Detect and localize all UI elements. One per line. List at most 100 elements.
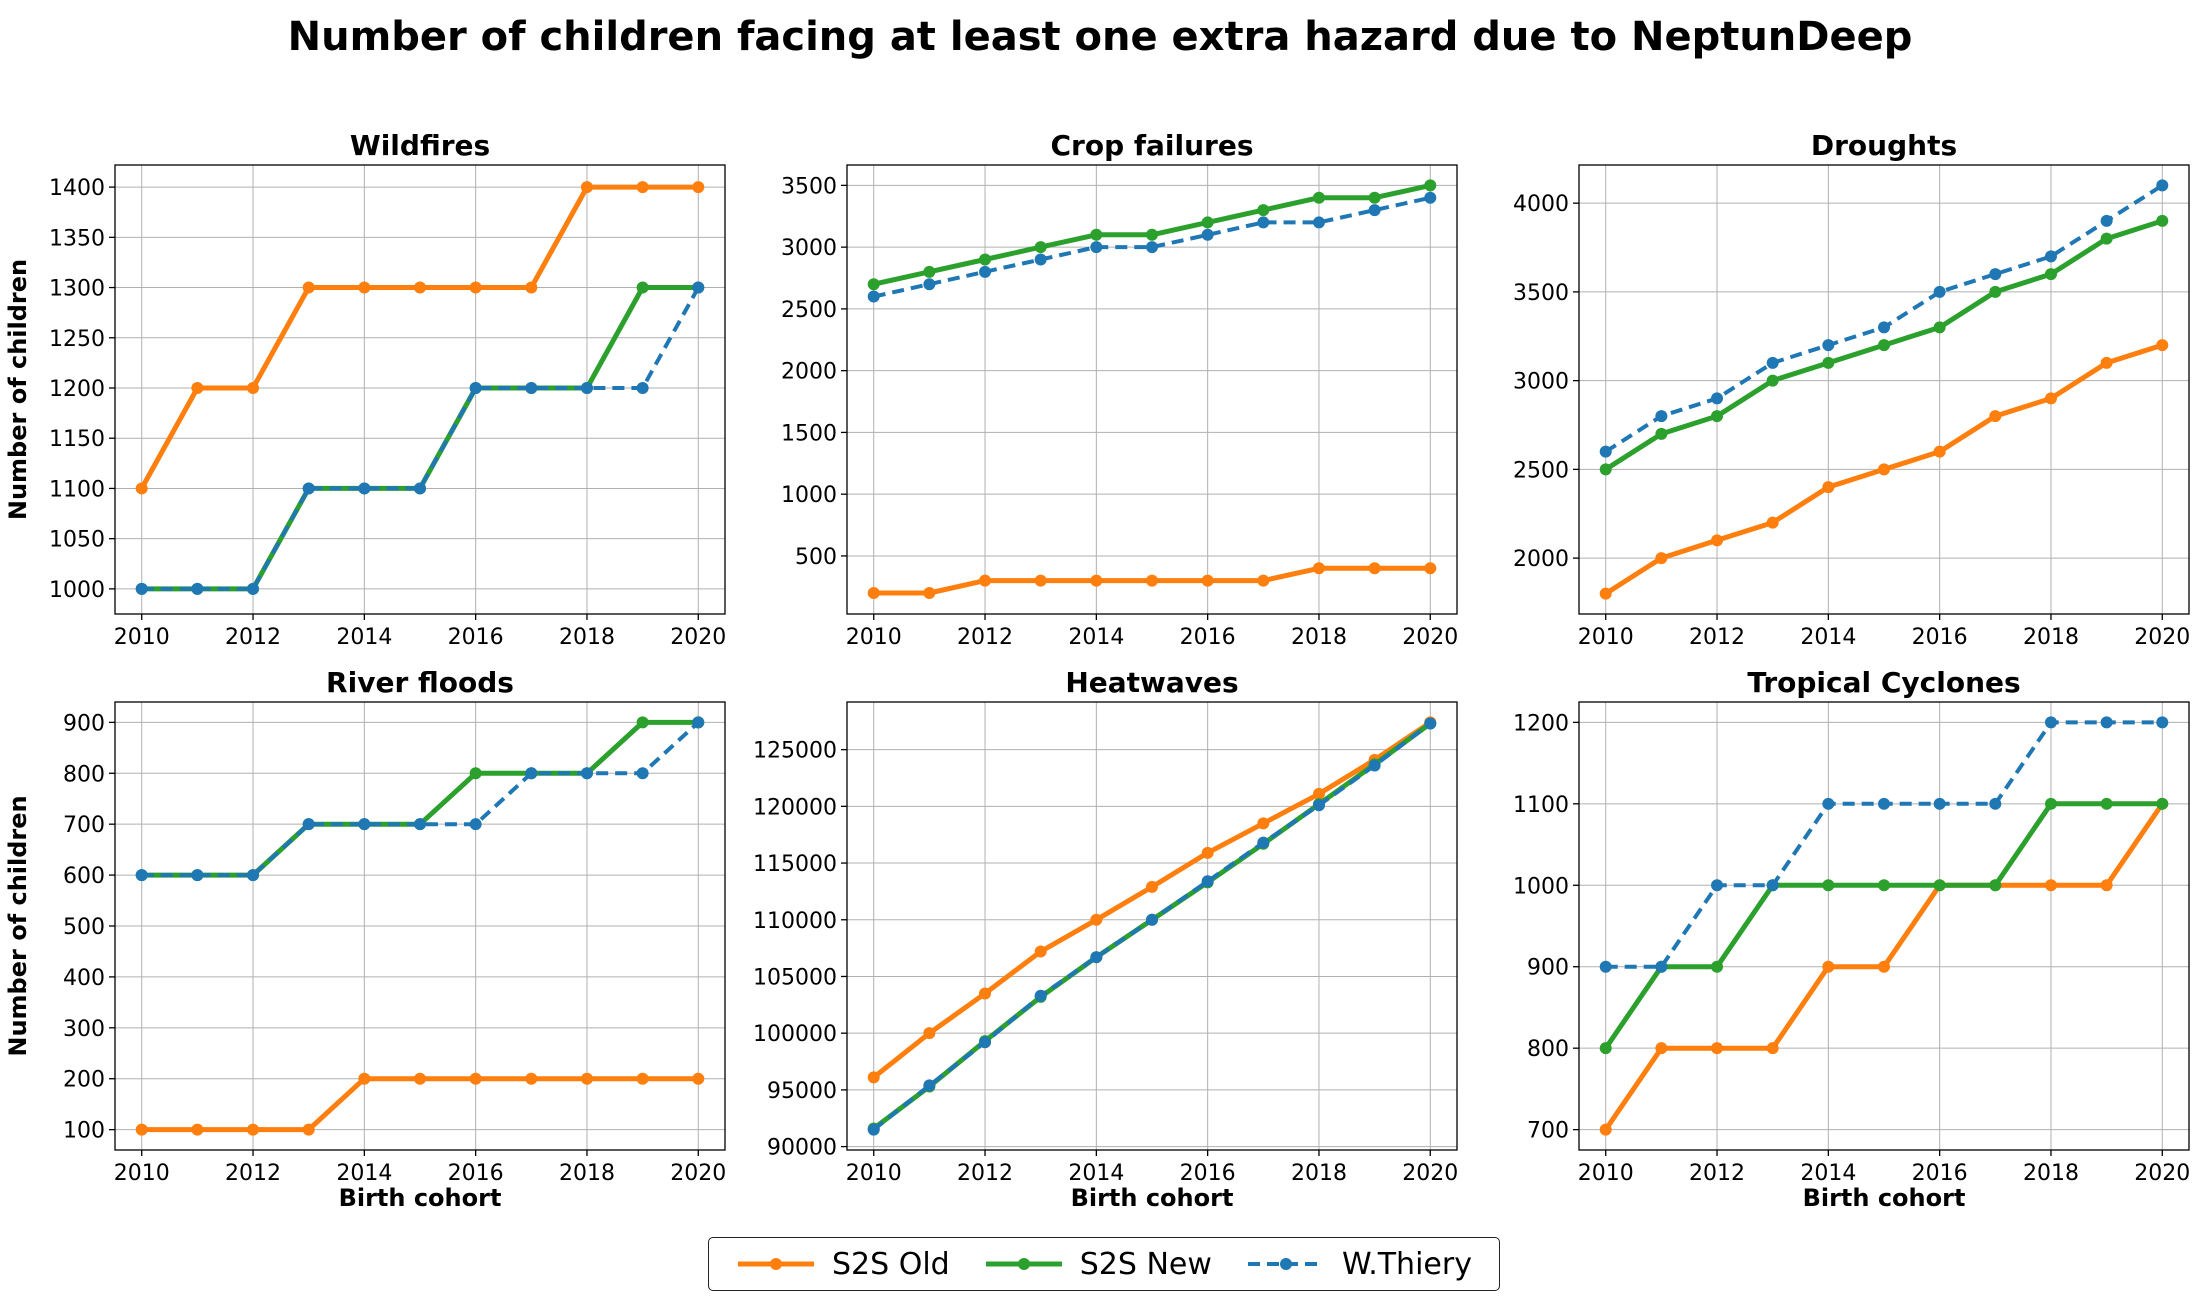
x-tick-label: 2020 xyxy=(1402,625,1458,650)
x-tick-label: 2018 xyxy=(559,625,615,650)
y-tick-label: 2500 xyxy=(781,298,837,323)
series-line-s2s-new xyxy=(872,721,1432,1131)
data-point-w-thiery-2017 xyxy=(1989,268,2002,281)
y-axis-label: Number of children xyxy=(4,795,32,1056)
data-point-w-thiery-2010 xyxy=(1599,445,1612,458)
data-point-w-thiery-2017 xyxy=(1989,797,2002,810)
data-point-w-thiery-2015 xyxy=(1146,913,1158,926)
panel-title: Heatwaves xyxy=(1065,666,1238,699)
legend: S2S Old S2S New W.Thiery xyxy=(708,1237,1500,1291)
x-tick-label: 2018 xyxy=(2023,625,2079,650)
panel-title: Tropical Cyclones xyxy=(1747,666,2020,699)
series-line-s2s-old xyxy=(872,720,1432,1080)
data-point-w-thiery-2013 xyxy=(1766,879,1779,892)
data-point-s2s-new-2016 xyxy=(469,767,482,780)
y-tick-label: 3500 xyxy=(781,174,837,199)
data-point-s2s-new-2020 xyxy=(1424,179,1437,192)
data-point-w-thiery-2016 xyxy=(469,381,482,394)
y-tick-label: 800 xyxy=(63,762,105,787)
data-point-s2s-old-2018 xyxy=(2044,392,2057,405)
y-tick-label: 4000 xyxy=(1513,192,1569,217)
data-point-w-thiery-2013 xyxy=(302,818,315,831)
y-tick-label: 1100 xyxy=(1513,793,1569,818)
data-point-s2s-old-2011 xyxy=(191,1123,204,1136)
data-point-s2s-old-2020 xyxy=(692,181,705,194)
plot-frame xyxy=(1578,164,2190,615)
data-point-s2s-old-2019 xyxy=(2100,879,2113,892)
data-point-w-thiery-2014 xyxy=(358,818,371,831)
data-point-s2s-old-2016 xyxy=(469,1072,482,1085)
panel-title: Droughts xyxy=(1811,129,1957,162)
data-point-s2s-new-2012 xyxy=(979,253,992,266)
data-point-s2s-old-2015 xyxy=(414,281,426,294)
legend-item-s2s-old: S2S Old xyxy=(736,1247,950,1282)
y-tick-label: 120000 xyxy=(753,795,837,820)
x-tick-label: 2020 xyxy=(1402,1161,1458,1186)
y-tick-label: 105000 xyxy=(753,965,837,990)
data-point-s2s-new-2014 xyxy=(1822,879,1835,892)
data-point-w-thiery-2014 xyxy=(1822,797,1835,810)
data-point-w-thiery-2019 xyxy=(636,381,649,394)
data-point-w-thiery-2014 xyxy=(1090,951,1103,964)
data-point-s2s-old-2011 xyxy=(1655,1042,1668,1055)
y-tick-label: 1000 xyxy=(781,483,837,508)
data-point-s2s-old-2017 xyxy=(525,1072,538,1085)
data-point-w-thiery-2018 xyxy=(580,767,593,780)
data-point-s2s-new-2012 xyxy=(1711,960,1724,973)
data-point-w-thiery-2013 xyxy=(302,482,315,495)
data-point-w-thiery-2017 xyxy=(525,381,538,394)
data-point-s2s-new-2014 xyxy=(1090,228,1103,241)
data-point-s2s-old-2016 xyxy=(1201,574,1214,587)
data-point-w-thiery-2019 xyxy=(1368,759,1381,772)
data-point-s2s-new-2020 xyxy=(2156,797,2169,810)
data-point-s2s-old-2015 xyxy=(1146,574,1158,587)
data-point-s2s-old-2012 xyxy=(1711,1042,1724,1055)
data-point-s2s-old-2017 xyxy=(1257,574,1270,587)
x-tick-label: 2016 xyxy=(448,625,504,650)
data-point-s2s-new-2011 xyxy=(1655,427,1668,440)
y-tick-label: 90000 xyxy=(767,1136,837,1161)
data-point-s2s-old-2015 xyxy=(1878,463,1890,476)
data-point-w-thiery-2019 xyxy=(2100,214,2113,227)
data-point-w-thiery-2020 xyxy=(2156,716,2169,729)
data-point-w-thiery-2010 xyxy=(867,290,880,303)
x-tick-label: 2012 xyxy=(957,625,1013,650)
data-point-s2s-old-2013 xyxy=(302,281,315,294)
x-tick-label: 2010 xyxy=(1578,625,1634,650)
series-line-s2s-new xyxy=(141,719,699,878)
x-tick-label: 2012 xyxy=(225,1161,281,1186)
series-line-w-thiery xyxy=(141,720,700,878)
x-tick-label: 2016 xyxy=(1912,1161,1968,1186)
y-tick-label: 1100 xyxy=(49,477,105,502)
data-point-s2s-new-2018 xyxy=(1312,191,1325,204)
y-tick-label: 1000 xyxy=(1513,874,1569,899)
data-point-w-thiery-2019 xyxy=(2100,716,2113,729)
data-point-w-thiery-2017 xyxy=(525,767,538,780)
data-point-s2s-old-2012 xyxy=(1711,534,1724,547)
data-point-s2s-new-2017 xyxy=(1989,879,2002,892)
x-tick-label: 2014 xyxy=(1068,625,1124,650)
data-point-w-thiery-2017 xyxy=(1257,216,1270,229)
data-point-w-thiery-2014 xyxy=(1822,339,1835,352)
x-tick-label: 2010 xyxy=(114,625,170,650)
data-point-s2s-old-2016 xyxy=(1933,445,1946,458)
data-point-w-thiery-2020 xyxy=(1424,717,1437,730)
data-point-s2s-new-2015 xyxy=(1878,879,1890,892)
data-point-s2s-old-2014 xyxy=(1822,960,1835,973)
panel-title: Crop failures xyxy=(1050,129,1253,162)
data-point-w-thiery-2018 xyxy=(580,381,593,394)
x-tick-label: 2016 xyxy=(448,1161,504,1186)
data-point-s2s-old-2010 xyxy=(1599,1123,1612,1136)
data-point-s2s-old-2010 xyxy=(867,587,880,600)
data-point-s2s-new-2010 xyxy=(867,278,880,291)
data-point-s2s-old-2010 xyxy=(1599,587,1612,600)
legend-key-s2s-old xyxy=(738,1258,815,1270)
data-point-s2s-new-2019 xyxy=(636,716,649,729)
data-point-w-thiery-2011 xyxy=(1655,410,1668,423)
data-point-w-thiery-2012 xyxy=(1711,392,1724,405)
x-tick-label: 2012 xyxy=(1689,1161,1745,1186)
data-point-w-thiery-2018 xyxy=(2044,716,2057,729)
legend-key-w-thiery xyxy=(1247,1258,1324,1270)
data-point-w-thiery-2011 xyxy=(923,1079,936,1092)
data-point-w-thiery-2011 xyxy=(191,582,204,595)
